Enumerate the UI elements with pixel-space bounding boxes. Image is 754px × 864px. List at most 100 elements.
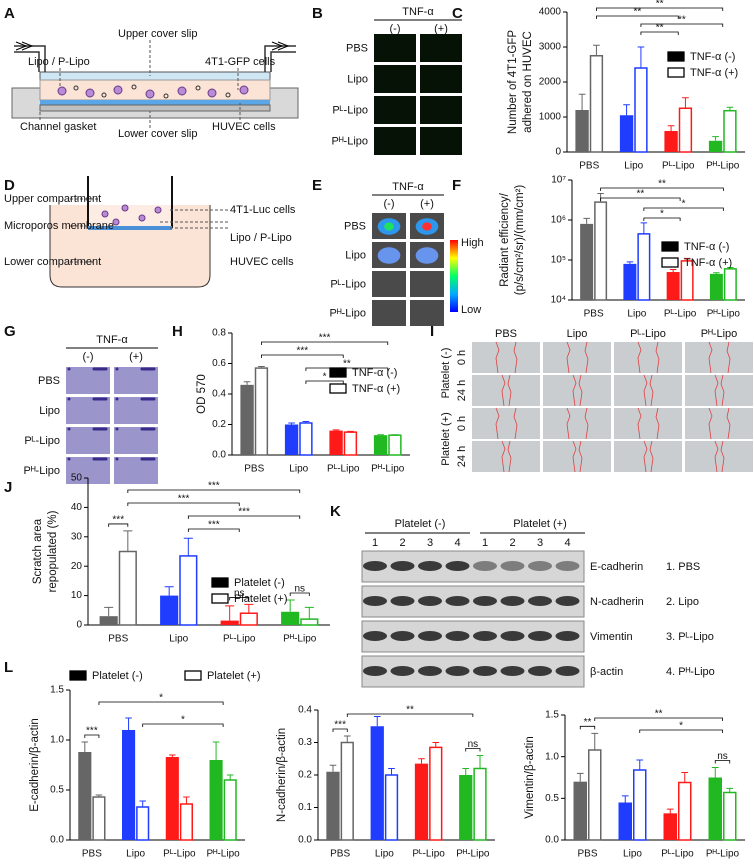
micrograph bbox=[114, 427, 158, 454]
bar bbox=[723, 791, 737, 841]
band bbox=[445, 631, 470, 641]
significance-bracket bbox=[84, 734, 100, 738]
legend-swatch bbox=[211, 577, 229, 588]
bar bbox=[678, 781, 692, 841]
wound-edge bbox=[637, 341, 660, 374]
micrograph bbox=[410, 300, 444, 326]
y-tick-label: 10 bbox=[71, 590, 83, 601]
stain-dot bbox=[140, 367, 144, 371]
significance-bracket bbox=[643, 217, 681, 221]
y-tick-label: 0.1 bbox=[298, 802, 312, 813]
panel-letter: B bbox=[312, 5, 323, 22]
micrograph bbox=[614, 342, 682, 373]
y-axis-label: (p/s/cm²/sr)/(mm/cm²) bbox=[514, 185, 526, 296]
panel-letter: D bbox=[4, 177, 15, 194]
signal bbox=[377, 247, 401, 264]
diagram-label: Microporos membrane bbox=[4, 220, 114, 232]
lane-label: 1 bbox=[482, 537, 488, 549]
legend-swatch bbox=[69, 670, 87, 681]
error-bar bbox=[636, 759, 644, 770]
y-tick-label: 0.2 bbox=[298, 770, 312, 781]
bar bbox=[723, 268, 737, 301]
significance-bracket bbox=[640, 23, 724, 27]
stain-dot bbox=[140, 427, 144, 431]
wound-edge bbox=[708, 341, 731, 374]
huvec-layer bbox=[40, 100, 270, 105]
key-label: 1. PBS bbox=[666, 561, 700, 573]
row-label: PBS bbox=[38, 375, 60, 387]
wound-edge bbox=[572, 440, 583, 473]
membrane bbox=[88, 226, 172, 230]
micrograph bbox=[543, 375, 611, 406]
significance-label: *** bbox=[208, 520, 220, 531]
row-label: Pᴴ-Lipo bbox=[329, 307, 366, 319]
row-label: 24 h bbox=[456, 446, 468, 467]
bar bbox=[708, 777, 722, 840]
legend-label: TNF-α (+) bbox=[352, 383, 400, 395]
y-tick-label: 0.5 bbox=[50, 785, 64, 796]
legend-swatch bbox=[667, 51, 685, 62]
diagram-label: Channel gasket bbox=[20, 121, 96, 133]
bar bbox=[637, 233, 651, 301]
column-label: (-) bbox=[83, 351, 94, 363]
x-tick-label: Pᴴ-Lipo bbox=[706, 849, 740, 860]
stain-dot bbox=[67, 427, 71, 431]
bar bbox=[209, 760, 223, 840]
legend-swatch bbox=[667, 67, 685, 78]
significance-label: ** bbox=[633, 7, 641, 18]
error-bar bbox=[681, 772, 689, 783]
error-bar bbox=[418, 758, 425, 764]
bar bbox=[633, 769, 647, 841]
error-bar bbox=[226, 774, 234, 780]
bar bbox=[284, 424, 299, 455]
y-tick-label: 20 bbox=[71, 561, 83, 572]
bar bbox=[370, 726, 384, 840]
micrograph bbox=[66, 427, 110, 454]
band bbox=[390, 666, 415, 676]
bar bbox=[326, 771, 340, 840]
y-axis-label: E-cadherin/β-actin bbox=[29, 718, 41, 812]
signal bbox=[415, 247, 439, 264]
x-tick-label: Pᴸ-Lipo bbox=[163, 849, 196, 860]
significance-bracket bbox=[579, 725, 596, 730]
row-label: Pᴸ-Lipo bbox=[24, 435, 60, 447]
panel-letter: H bbox=[172, 323, 183, 340]
significance-bracket bbox=[594, 717, 723, 721]
x-tick-label: PBS bbox=[108, 634, 128, 645]
error-bar bbox=[712, 136, 719, 141]
bar bbox=[240, 384, 254, 455]
band bbox=[418, 561, 442, 571]
significance-label: * bbox=[660, 209, 664, 220]
bar bbox=[619, 115, 634, 152]
micrograph bbox=[114, 367, 158, 394]
key-label: 4. Pᴴ-Lipo bbox=[666, 666, 715, 678]
protein-label: E-cadherin bbox=[590, 561, 643, 573]
column-label: (+) bbox=[420, 198, 434, 210]
row-label: Lipo bbox=[347, 73, 368, 85]
column-label: (+) bbox=[129, 351, 143, 363]
error-bar bbox=[139, 800, 146, 807]
bar bbox=[165, 757, 179, 840]
y-tick-label: 1.5 bbox=[545, 710, 559, 721]
micrograph bbox=[472, 342, 540, 373]
diagram-label: Lipo / P-Lipo bbox=[28, 56, 90, 68]
bar bbox=[384, 774, 399, 841]
diagram-label: Lower cover slip bbox=[118, 128, 197, 140]
y-tick-label: 4000 bbox=[539, 7, 562, 18]
band bbox=[445, 561, 470, 571]
bar bbox=[664, 131, 678, 152]
band bbox=[555, 561, 580, 571]
band bbox=[500, 561, 525, 571]
y-tick-label: 0 bbox=[76, 620, 82, 631]
bar bbox=[573, 781, 587, 840]
significance-bracket bbox=[127, 502, 240, 506]
bar bbox=[223, 779, 237, 841]
significance-bracket bbox=[465, 748, 481, 752]
bar bbox=[678, 107, 693, 153]
wound-edge bbox=[714, 374, 725, 407]
x-tick-label: Pᴴ-Lipo bbox=[283, 634, 317, 645]
significance-label: ns bbox=[294, 584, 305, 595]
error-bar bbox=[623, 104, 630, 116]
panel-letter: K bbox=[330, 503, 341, 520]
band bbox=[500, 666, 525, 676]
